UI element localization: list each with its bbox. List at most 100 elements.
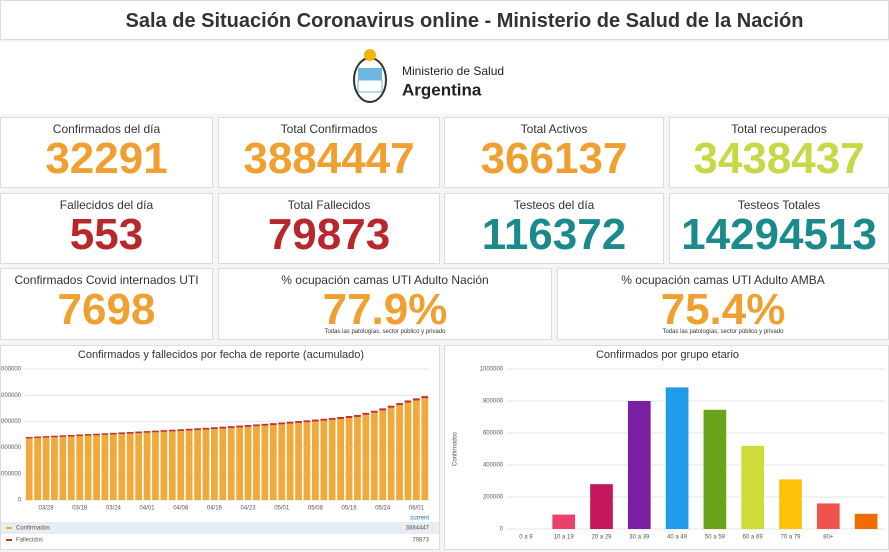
bar xyxy=(59,435,67,437)
bar xyxy=(286,421,294,424)
bar xyxy=(278,424,286,500)
stat-value: 79873 xyxy=(267,210,391,259)
bar xyxy=(236,427,243,500)
stat-card: Confirmados Covid internados UTI 7698 xyxy=(0,268,213,340)
x-tick-label: 05/16 xyxy=(342,506,358,512)
bar xyxy=(379,408,387,411)
y-tick-label: 5000000 xyxy=(0,367,22,373)
bar xyxy=(362,414,370,500)
y-tick-label: 2000000 xyxy=(0,445,22,451)
bar xyxy=(404,400,412,403)
legend-row xyxy=(1,534,439,546)
bar xyxy=(295,422,302,500)
y-tick-label: 0 xyxy=(500,527,504,533)
stat-value: 14294513 xyxy=(681,210,877,259)
x-tick-label: 03/18 xyxy=(72,506,88,512)
bar xyxy=(312,421,319,500)
x-tick-label: 70 a 79 xyxy=(780,535,801,541)
legend-header: current xyxy=(410,516,429,522)
bar xyxy=(413,400,420,500)
stat-card: Total Fallecidos 79873 xyxy=(218,193,440,264)
bar xyxy=(387,407,395,500)
bar xyxy=(202,429,210,500)
legend-swatch xyxy=(6,539,12,541)
bar xyxy=(286,423,294,500)
x-tick-label: 04/23 xyxy=(241,506,257,512)
bar xyxy=(59,436,67,500)
page-title: Sala de Situación Coronavirus online - M… xyxy=(125,10,804,32)
bar xyxy=(354,414,361,417)
bar xyxy=(244,426,252,500)
bar xyxy=(143,431,151,433)
bar xyxy=(253,426,260,500)
chart-panel: Confirmados por grupo etario 0 200000 40000… xyxy=(444,345,889,550)
bar xyxy=(854,513,878,529)
bar xyxy=(741,445,765,529)
bar xyxy=(354,416,361,500)
bar xyxy=(126,433,134,500)
occupancy-value: 75.4% xyxy=(660,285,786,334)
bar xyxy=(345,417,353,500)
bar xyxy=(34,438,41,500)
bar xyxy=(177,430,185,500)
bar xyxy=(219,428,227,500)
bar xyxy=(152,430,159,433)
x-tick-label: 04/01 xyxy=(140,506,156,512)
stat-card: Testeos Totales 14294513 xyxy=(669,193,889,264)
legend-label: Confirmados xyxy=(16,526,50,532)
stat-label: Testeos del día xyxy=(513,198,595,212)
x-tick-label: 80+ xyxy=(823,535,834,541)
y-tick-label: 3000000 xyxy=(0,419,22,425)
stat-label: Total recuperados xyxy=(731,122,827,136)
x-tick-label: 04/16 xyxy=(207,506,223,512)
occupancy-note: Todas las patologías, sector público y p… xyxy=(662,329,784,335)
y-tick-label: 800000 xyxy=(483,399,504,405)
bar xyxy=(261,423,269,426)
bar xyxy=(160,431,168,500)
logo-area: Ministerio de Salud Argentina xyxy=(0,42,889,114)
bar xyxy=(34,436,41,439)
occupancy-label: % ocupación camas UTI Adulto Nación xyxy=(281,273,489,287)
bar xyxy=(396,403,403,406)
stat-card: Total recuperados 3438437 xyxy=(669,117,889,188)
bar xyxy=(552,514,576,529)
bar xyxy=(244,425,252,427)
stat-card: Confirmados del día 32291 xyxy=(0,117,213,188)
bar xyxy=(269,423,277,426)
bar xyxy=(101,434,109,500)
stat-label: Confirmados del día xyxy=(52,122,161,136)
bar xyxy=(211,428,218,500)
bar xyxy=(345,416,353,418)
x-tick-label: 03/28 xyxy=(39,506,55,512)
bar xyxy=(93,435,100,500)
x-tick-label: 50 a 59 xyxy=(705,535,726,541)
bar xyxy=(211,427,218,429)
y-tick-label: 4000000 xyxy=(0,393,22,399)
x-tick-label: 05/08 xyxy=(308,506,324,512)
occupancy-card: % ocupación camas UTI Adulto Nación 77.9%… xyxy=(218,268,552,340)
bar xyxy=(816,503,840,529)
stat-card: Total Activos 366137 xyxy=(444,117,664,188)
bar xyxy=(227,426,235,428)
bar xyxy=(118,434,126,500)
bar xyxy=(421,396,429,399)
stat-label: Confirmados Covid internados UTI xyxy=(14,273,199,287)
y-tick-label: 0 xyxy=(18,498,22,504)
x-tick-label: 05/24 xyxy=(375,506,391,512)
bar xyxy=(160,430,168,432)
bar xyxy=(337,417,344,419)
legend-current: 3884447 xyxy=(406,526,430,532)
bar xyxy=(421,398,429,500)
stat-card: Fallecidos del día 553 xyxy=(0,193,213,264)
bar xyxy=(135,431,142,434)
title-bar: Sala de Situación Coronavirus online - M… xyxy=(0,0,889,40)
bar xyxy=(126,431,134,434)
bar xyxy=(379,410,387,500)
occupancy-note: Todas las patologías, sector público y p… xyxy=(324,329,446,335)
bar xyxy=(67,434,75,437)
bar xyxy=(76,434,84,437)
bar xyxy=(42,436,50,438)
stat-label: Fallecidos del día xyxy=(59,198,154,212)
bar xyxy=(328,417,336,420)
bar xyxy=(328,419,336,500)
